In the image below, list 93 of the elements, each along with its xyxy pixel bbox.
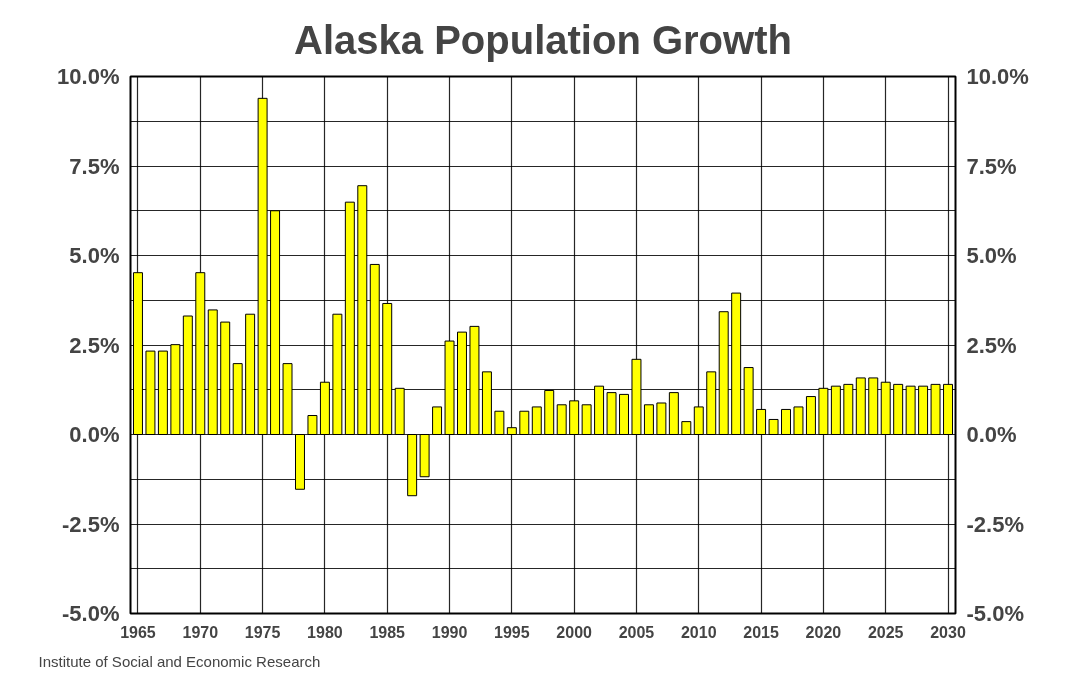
- bar: [880, 381, 891, 435]
- x-tick-label: 2030: [930, 623, 966, 641]
- x-tick-label: 1975: [244, 623, 281, 641]
- bar: [394, 387, 405, 435]
- bar: [930, 383, 941, 435]
- bar: [469, 325, 480, 435]
- bar: [718, 311, 729, 435]
- x-tick-label: 2025: [867, 623, 904, 641]
- bar: [319, 381, 330, 435]
- y-tick-label: 5.0%: [69, 243, 120, 268]
- x-tick-label: 2015: [743, 623, 779, 641]
- y2-tick-label: -2.5%: [966, 511, 1024, 537]
- bar: [556, 404, 567, 435]
- y-tick-label: 10.0%: [57, 64, 120, 89]
- bar: [432, 406, 443, 435]
- bar: [170, 344, 181, 435]
- bar: [182, 315, 193, 435]
- bar: [606, 392, 617, 435]
- bar: [282, 363, 293, 435]
- bar: [631, 358, 642, 435]
- bar: [668, 392, 679, 435]
- bar: [382, 302, 393, 435]
- x-tick-label: 1985: [369, 623, 406, 641]
- bar: [743, 367, 754, 435]
- bar: [157, 350, 168, 435]
- y2-tick-label: -5.0%: [966, 601, 1024, 626]
- bar: [868, 377, 879, 435]
- x-tick-label: 2010: [680, 623, 717, 641]
- bar: [232, 363, 243, 435]
- bar: [457, 331, 467, 435]
- bar: [594, 385, 605, 435]
- y2-tick-label: 5.0%: [966, 243, 1017, 268]
- bar: [481, 371, 492, 435]
- bar: [656, 402, 667, 435]
- bar: [369, 263, 380, 435]
- y2-tick-label: 10.0%: [966, 64, 1029, 89]
- y2-tick-label: 0.0%: [966, 422, 1017, 447]
- x-tick-label: 1995: [494, 623, 530, 641]
- bar: [893, 383, 904, 435]
- x-tick-label: 1965: [120, 623, 156, 641]
- bar: [145, 350, 156, 435]
- y-tick-label: 0.0%: [69, 422, 120, 447]
- x-tick-label: 1990: [431, 623, 468, 641]
- x-tick-label: 2000: [556, 623, 593, 641]
- bar: [220, 321, 231, 435]
- bar: [731, 292, 742, 435]
- bar: [693, 406, 704, 435]
- y2-tick-label: 2.5%: [966, 332, 1017, 358]
- bar: [531, 406, 542, 435]
- bar: [332, 313, 343, 435]
- bar: [830, 385, 841, 435]
- bar: [768, 418, 779, 435]
- y-tick-label: -2.5%: [62, 511, 120, 537]
- bar: [357, 185, 368, 435]
- bar: [855, 377, 866, 435]
- x-tick-label: 1980: [307, 623, 343, 641]
- x-tick-label: 2005: [618, 623, 655, 641]
- bar: [918, 385, 929, 435]
- bar: [569, 400, 580, 435]
- bar: [195, 272, 206, 435]
- bar: [407, 434, 418, 497]
- bar: [207, 309, 218, 435]
- text: Institute of Social and Economic Research: [38, 652, 321, 670]
- bar: [681, 421, 692, 435]
- bar: [245, 313, 256, 435]
- bar: [643, 404, 654, 435]
- bar: [307, 415, 318, 435]
- y2-tick-label: 7.5%: [966, 153, 1017, 179]
- y-tick-label: 7.5%: [69, 153, 120, 179]
- bar: [818, 387, 829, 435]
- bar: [805, 396, 816, 435]
- x-tick-label: 1970: [182, 623, 219, 641]
- bar: [270, 210, 281, 435]
- bar: [781, 408, 791, 435]
- bar: [494, 410, 505, 435]
- bar: [706, 371, 717, 435]
- bar: [419, 434, 430, 478]
- x-tick-label: 2020: [805, 623, 842, 641]
- bar: [506, 427, 517, 435]
- y-tick-label: -5.0%: [62, 601, 120, 626]
- bar: [905, 385, 916, 435]
- bar: [344, 201, 355, 435]
- bar: [544, 389, 555, 435]
- bar: [793, 406, 804, 435]
- bar: [619, 393, 629, 435]
- bar: [581, 404, 592, 435]
- chart-title: Alaska Population Growth: [294, 17, 792, 62]
- bar: [444, 340, 455, 435]
- bar: [843, 383, 854, 435]
- bar: [519, 410, 530, 435]
- bar: [756, 408, 767, 435]
- y-tick-label: 2.5%: [69, 332, 120, 358]
- bar: [295, 434, 305, 490]
